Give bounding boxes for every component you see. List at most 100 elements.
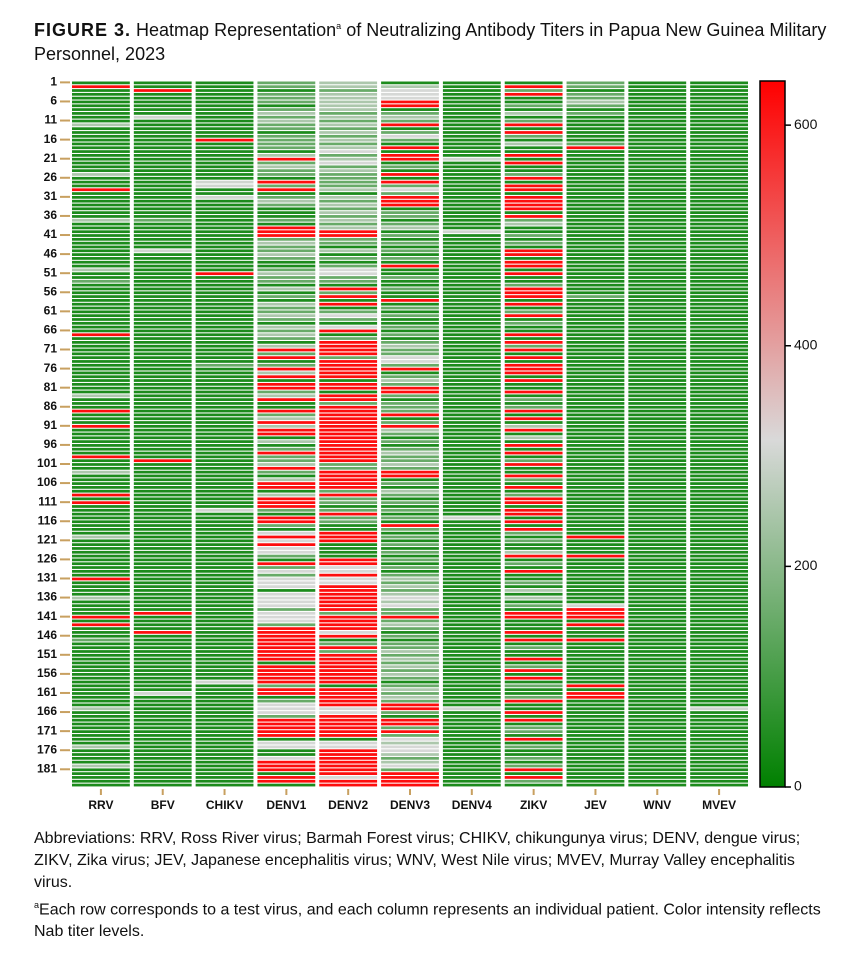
heat-cell (195, 527, 254, 531)
heat-cell (690, 741, 748, 745)
heat-cell (628, 146, 687, 150)
heat-cell (133, 348, 192, 352)
heat-cell (195, 268, 254, 272)
heat-cell (195, 318, 254, 321)
x-tick-label: ZIKV (520, 798, 547, 812)
heat-cell (72, 699, 130, 703)
heat-cell (257, 524, 316, 527)
heat-cell (72, 245, 130, 249)
heat-cell (319, 707, 378, 711)
heat-cell (442, 566, 501, 569)
heat-cell (690, 459, 748, 463)
heat-cell (442, 527, 501, 531)
heat-cell (690, 428, 748, 432)
heat-cell (442, 257, 501, 260)
heat-cell (690, 512, 748, 516)
heat-cell (195, 199, 254, 203)
heat-cell (690, 241, 748, 245)
heat-cell (72, 745, 130, 749)
heat-cell (381, 371, 439, 375)
heat-cell (381, 566, 439, 569)
heat-cell (133, 337, 192, 340)
heat-cell (442, 302, 501, 306)
heat-cell (72, 195, 130, 199)
y-tick-label: 121 (37, 532, 57, 546)
heat-cell (690, 89, 748, 92)
heat-cell (628, 344, 687, 348)
heat-cell (690, 195, 748, 199)
heat-cell (442, 695, 501, 699)
heat-cell (133, 459, 192, 463)
heat-cell (504, 428, 563, 432)
heat-cell (381, 333, 439, 337)
heat-cell (690, 638, 748, 642)
heat-cell (195, 195, 254, 199)
heat-cell (319, 325, 378, 329)
heat-cell (319, 661, 378, 665)
heat-cell (566, 402, 625, 405)
heat-cell (690, 520, 748, 524)
heat-cell (257, 169, 316, 173)
heat-cell (628, 615, 687, 619)
heat-cell (566, 749, 625, 753)
heat-cell (628, 554, 687, 558)
heat-cell (381, 749, 439, 753)
heat-cell (381, 92, 439, 96)
heat-cell (566, 386, 625, 390)
heat-cell (690, 505, 748, 508)
heat-cell (442, 680, 501, 684)
heat-cell (195, 131, 254, 134)
heat-cell (504, 474, 563, 478)
heat-cell (628, 684, 687, 688)
heat-cell (195, 104, 254, 108)
heat-cell (690, 253, 748, 256)
heat-cell (72, 608, 130, 611)
heat-cell (72, 115, 130, 119)
heat-cell (690, 486, 748, 489)
heat-cell (319, 295, 378, 298)
heat-cell (381, 260, 439, 264)
heat-cell (566, 421, 625, 424)
heat-cell (504, 356, 563, 360)
x-tick-label: DENV3 (390, 798, 430, 812)
heat-cell (381, 695, 439, 699)
heat-cell (133, 470, 192, 474)
heat-cell (442, 131, 501, 134)
heat-cell (319, 566, 378, 569)
heat-cell (628, 600, 687, 604)
heat-cell (381, 634, 439, 638)
heat-cell (442, 325, 501, 329)
heat-cell (257, 722, 316, 726)
heat-cell (690, 325, 748, 329)
heat-cell (381, 478, 439, 482)
heat-cell (566, 661, 625, 665)
heat-cell (381, 253, 439, 256)
heat-cell (690, 726, 748, 730)
heat-cell (504, 81, 563, 85)
heat-cell (257, 215, 316, 218)
heat-cell (628, 535, 687, 539)
heat-cell (690, 684, 748, 688)
heat-cell (566, 585, 625, 588)
heat-cell (257, 112, 316, 115)
heat-cell (319, 527, 378, 531)
heat-cell (133, 631, 192, 634)
heat-cell (72, 375, 130, 379)
heat-cell (257, 783, 316, 787)
heat-cell (628, 501, 687, 505)
heat-cell (257, 287, 316, 291)
heat-cell (381, 474, 439, 478)
heat-cell (566, 466, 625, 470)
heat-cell (133, 749, 192, 753)
heat-cell (628, 283, 687, 287)
heat-cell (72, 730, 130, 734)
heat-cell (504, 638, 563, 642)
heat-cell (690, 112, 748, 115)
heat-cell (133, 581, 192, 585)
heat-cell (72, 581, 130, 585)
heat-cell (566, 627, 625, 630)
heat-cell (442, 310, 501, 314)
y-tick-label: 66 (44, 323, 58, 337)
heat-cell (319, 783, 378, 787)
heat-cell (504, 699, 563, 703)
